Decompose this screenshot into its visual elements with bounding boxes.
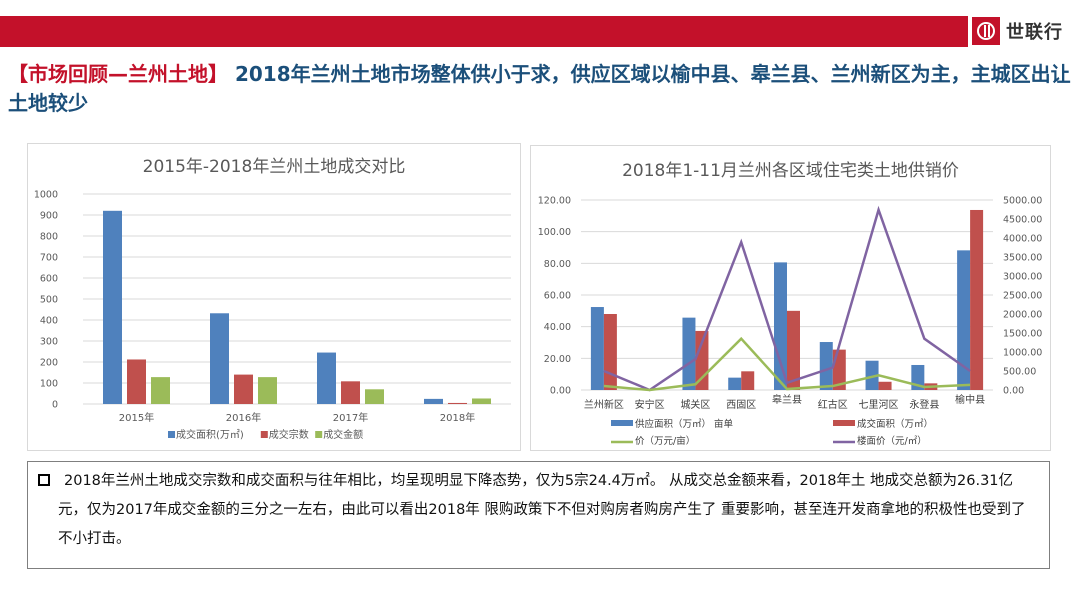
chart-title: 2018年1-11月兰州各区域住宅类土地供销价 <box>622 161 959 181</box>
y-left-tick-label: 0.00 <box>550 386 571 397</box>
bar <box>472 398 491 404</box>
y-left-tick-label: 80.00 <box>544 259 571 270</box>
y-tick-label: 1000 <box>34 190 58 201</box>
x-tick-label: 七里河区 <box>859 399 899 411</box>
logo-text: 世联行 <box>1006 22 1063 43</box>
y-right-tick-label: 3000.00 <box>1003 272 1042 283</box>
line-series <box>603 336 971 392</box>
bar <box>210 313 229 404</box>
header-red-bar <box>0 16 968 47</box>
headline-text: 2018年兰州土地市场整体供小于求，供应区域以榆中县、皋兰县、兰州新区为主，主城… <box>8 62 1071 115</box>
y-left-tick-label: 20.00 <box>544 354 571 365</box>
bar <box>865 360 879 390</box>
y-right-tick-label: 2000.00 <box>1003 310 1042 321</box>
y-right-tick-label: 5000.00 <box>1003 196 1042 207</box>
legend-swatch <box>611 420 633 426</box>
y-tick-label: 200 <box>40 358 58 369</box>
bar <box>151 377 170 404</box>
y-tick-label: 600 <box>40 274 58 285</box>
y-tick-label: 0 <box>52 400 58 411</box>
x-tick-label: 红古区 <box>818 398 848 411</box>
bar <box>603 314 617 390</box>
legend-label: 成交面积（万㎡） <box>857 418 933 430</box>
shilianhang-logo-icon <box>972 17 1000 45</box>
chart-title: 2015年-2018年兰州土地成交对比 <box>142 157 406 177</box>
x-tick-label: 2015年 <box>119 411 154 424</box>
y-tick-label: 300 <box>40 337 58 348</box>
legend-swatch <box>260 431 268 438</box>
x-tick-label: 兰州新区 <box>584 398 624 411</box>
x-tick-label: 2016年 <box>226 411 261 424</box>
brand-logo: 世联行 <box>972 17 1063 45</box>
y-tick-label: 100 <box>40 379 58 390</box>
x-tick-label: 永登县 <box>909 398 939 411</box>
bar <box>317 352 336 404</box>
y-tick-label: 500 <box>40 295 58 306</box>
y-tick-label: 800 <box>40 232 58 243</box>
y-right-tick-label: 1000.00 <box>1003 348 1042 359</box>
y-right-tick-label: 3500.00 <box>1003 253 1042 264</box>
chart-panel-district-supply: 2018年1-11月兰州各区域住宅类土地供销价 0.00 20.00 40.00 60… <box>530 145 1051 451</box>
bar <box>103 210 122 404</box>
x-tick-label: 安宁区 <box>635 398 665 411</box>
y-right-tick-label: 1500.00 <box>1003 329 1042 340</box>
legend-swatch <box>315 431 323 438</box>
bar <box>682 317 696 390</box>
combo-chart-district-supply: 0.00 20.00 40.00 60.00 80.00 100.00 120.00 0.00… <box>538 196 1043 448</box>
bar <box>341 381 360 404</box>
y-right-tick-label: 0.00 <box>1003 386 1024 397</box>
y-right-tick-label: 4500.00 <box>1003 215 1042 226</box>
bar <box>127 359 146 404</box>
section-tag: 【市场回顾—兰州土地】 <box>8 62 228 86</box>
hollow-square-bullet-icon <box>38 474 50 486</box>
x-tick-label: 榆中县 <box>955 393 985 406</box>
x-tick-label: 2017年 <box>333 411 368 424</box>
legend-label: 成交宗数 <box>269 428 309 441</box>
x-tick-label: 2018年 <box>440 411 475 424</box>
legend-label: 价（万元/亩） <box>635 435 695 447</box>
bar <box>234 374 253 404</box>
bar <box>424 398 443 404</box>
bar <box>957 250 971 390</box>
bar <box>365 389 384 404</box>
bar <box>590 307 604 390</box>
bar-chart-land-transactions: 0 100 200 300 400 500 600 700 800 900 1000 2015年 201… <box>34 190 511 441</box>
legend-label: 成交金额 <box>323 428 363 441</box>
x-tick-label: 皋兰县 <box>772 393 802 406</box>
x-tick-label: 西固区 <box>726 399 756 411</box>
bar <box>728 377 742 390</box>
chart-panel-land-transactions: 2015年-2018年兰州土地成交对比 0 100 200 300 400 500 600 7… <box>27 143 521 451</box>
legend-swatch <box>168 431 175 438</box>
bar <box>787 310 800 390</box>
bar <box>258 377 277 404</box>
bar <box>741 371 755 390</box>
y-right-tick-label: 2500.00 <box>1003 291 1042 302</box>
line-series <box>603 205 971 392</box>
summary-box: 2018年兰州土地成交宗数和成交面积与往年相比，均呈现明显下降态势，仅为5宗24… <box>27 461 1050 569</box>
y-left-tick-label: 120.00 <box>538 196 571 207</box>
bar <box>819 342 833 390</box>
bar <box>448 402 467 404</box>
y-tick-label: 900 <box>40 211 58 222</box>
x-tick-label: 城关区 <box>680 398 710 411</box>
legend-label: 成交面积(万㎡) <box>176 428 244 441</box>
summary-text: 2018年兰州土地成交宗数和成交面积与往年相比，均呈现明显下降态势，仅为5宗24… <box>58 473 1026 547</box>
legend-swatch <box>833 420 855 426</box>
bar <box>970 209 984 390</box>
y-left-tick-label: 100.00 <box>538 227 571 238</box>
bar <box>878 381 892 390</box>
legend-label: 供应面积（万㎡） 亩单 <box>635 418 734 430</box>
y-right-tick-label: 4000.00 <box>1003 234 1042 245</box>
y-right-tick-label: 500.00 <box>1003 367 1036 378</box>
legend-label: 楼面价（元/㎡） <box>857 435 927 447</box>
page-title: 【市场回顾—兰州土地】 2018年兰州土地市场整体供小于求，供应区域以榆中县、皋… <box>8 60 1073 118</box>
y-tick-label: 400 <box>40 316 58 327</box>
bar <box>774 262 787 390</box>
y-tick-label: 700 <box>40 253 58 264</box>
y-left-tick-label: 40.00 <box>544 322 571 333</box>
y-left-tick-label: 60.00 <box>544 291 571 302</box>
